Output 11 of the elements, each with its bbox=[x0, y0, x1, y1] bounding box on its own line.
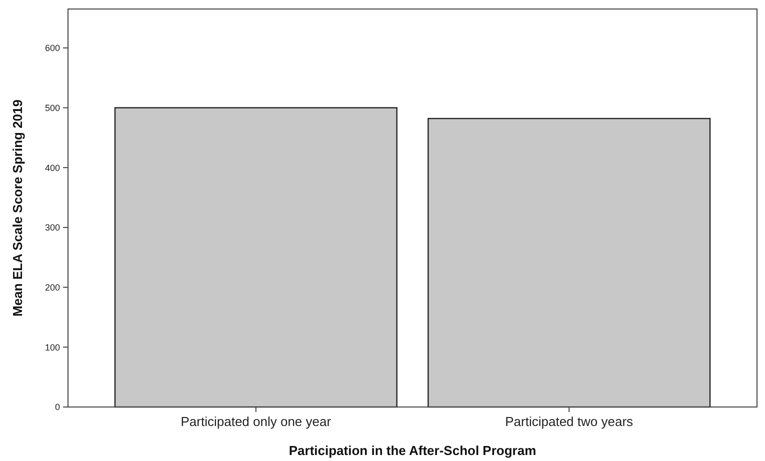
y-tick-label: 200 bbox=[44, 282, 60, 292]
y-tick-label: 0 bbox=[54, 402, 60, 412]
x-tick-label: Participated two years bbox=[505, 414, 634, 429]
y-tick-label: 600 bbox=[44, 43, 60, 54]
y-tick-label: 400 bbox=[44, 162, 60, 173]
y-axis-title: Mean ELA Scale Score Spring 2019 bbox=[10, 100, 25, 316]
x-tick-label: Participated only one year bbox=[180, 414, 332, 429]
y-tick-label: 300 bbox=[44, 222, 60, 233]
x-axis-title: Participation in the After-Schol Program bbox=[288, 443, 536, 458]
y-tick-label: 500 bbox=[44, 102, 60, 113]
y-tick-label: 100 bbox=[44, 342, 60, 352]
